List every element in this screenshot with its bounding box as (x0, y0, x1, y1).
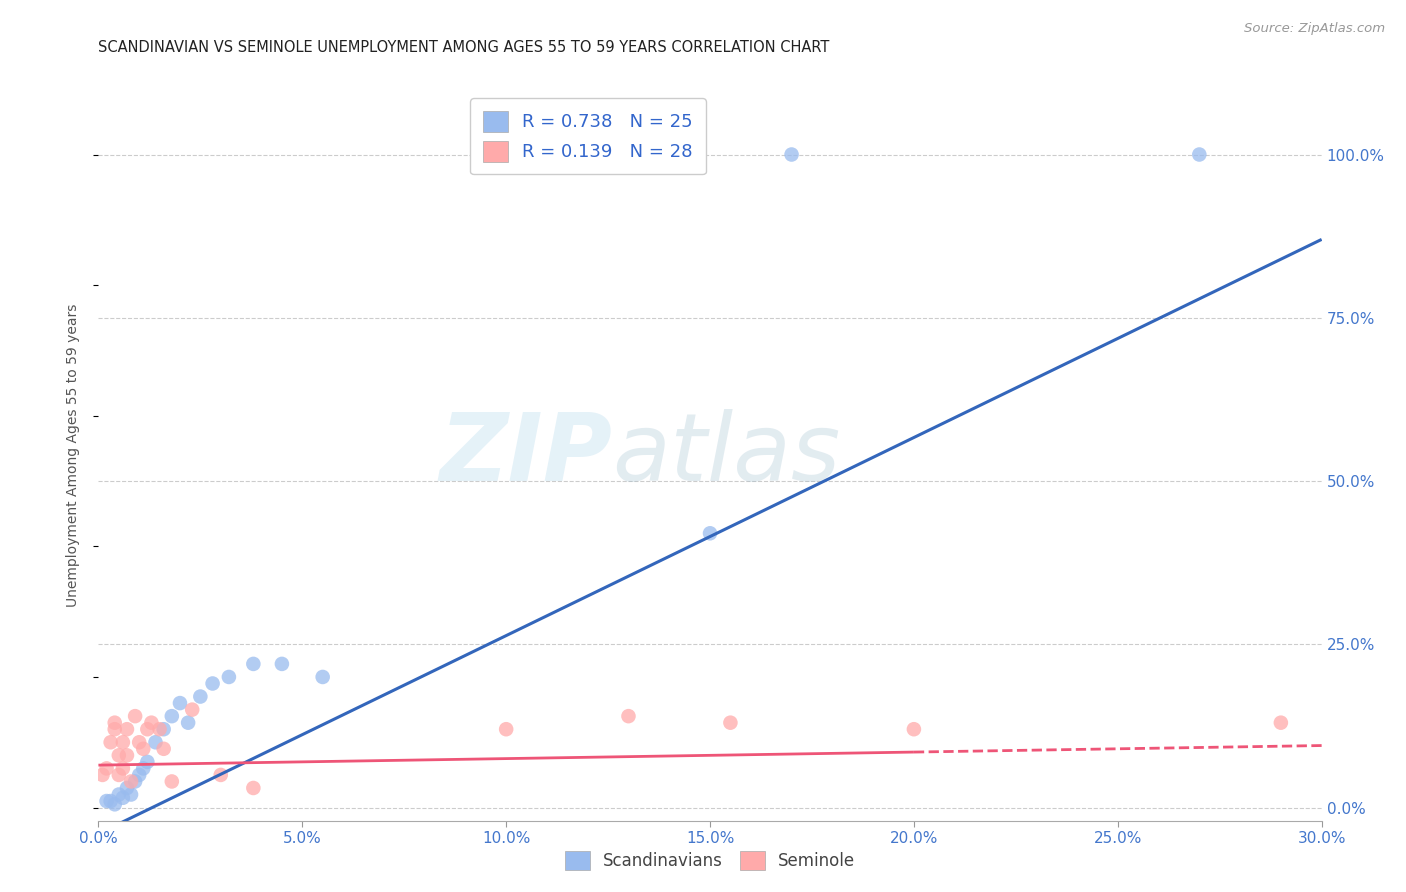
Point (141, 715, 163, 730)
Point (132, 741, 155, 756)
Point (160, 774, 183, 789)
Point (136, 723, 159, 737)
Y-axis label: Unemployment Among Ages 55 to 59 years: Unemployment Among Ages 55 to 59 years (66, 303, 80, 607)
Point (145, 735, 167, 749)
Point (115, 723, 138, 737)
Text: atlas: atlas (612, 409, 841, 500)
Point (115, 780, 138, 795)
Point (181, 703, 204, 717)
Point (1270, 715, 1292, 730)
Text: SCANDINAVIAN VS SEMINOLE UNEMPLOYMENT AMONG AGES 55 TO 59 YEARS CORRELATION CHAR: SCANDINAVIAN VS SEMINOLE UNEMPLOYMENT AM… (98, 40, 830, 55)
Point (108, 748, 131, 763)
Point (108, 788, 131, 802)
Point (242, 780, 264, 795)
Point (149, 723, 172, 737)
Point (617, 709, 640, 723)
Point (111, 761, 134, 775)
Point (699, 526, 721, 541)
Point (120, 774, 142, 789)
Point (152, 741, 174, 756)
Point (720, 715, 742, 730)
Point (111, 790, 134, 805)
Point (201, 676, 224, 690)
Point (209, 768, 232, 782)
Point (218, 670, 240, 684)
Point (96, 761, 118, 775)
Point (120, 788, 142, 802)
Point (242, 657, 264, 671)
Point (104, 723, 127, 737)
Point (160, 709, 183, 723)
Point (96, 794, 118, 808)
Point (1188, 147, 1211, 161)
Point (188, 690, 212, 704)
Point (100, 735, 122, 749)
Point (169, 696, 191, 710)
Point (108, 768, 131, 782)
Point (780, 147, 803, 161)
Point (128, 768, 150, 782)
Point (104, 715, 127, 730)
Point (111, 735, 134, 749)
Point (495, 723, 517, 737)
Point (312, 670, 335, 684)
Point (104, 797, 127, 812)
Point (115, 748, 138, 763)
Point (91, 768, 114, 782)
Point (132, 761, 155, 775)
Point (128, 735, 150, 749)
Point (177, 715, 200, 730)
Legend: Scandinavians, Seminole: Scandinavians, Seminole (557, 842, 863, 878)
Point (136, 755, 159, 769)
Point (100, 794, 122, 808)
Point (152, 723, 174, 737)
Point (270, 657, 294, 671)
Text: Source: ZipAtlas.com: Source: ZipAtlas.com (1244, 22, 1385, 36)
Point (903, 723, 925, 737)
Text: ZIP: ZIP (439, 409, 612, 501)
Point (124, 774, 146, 789)
Point (124, 709, 146, 723)
